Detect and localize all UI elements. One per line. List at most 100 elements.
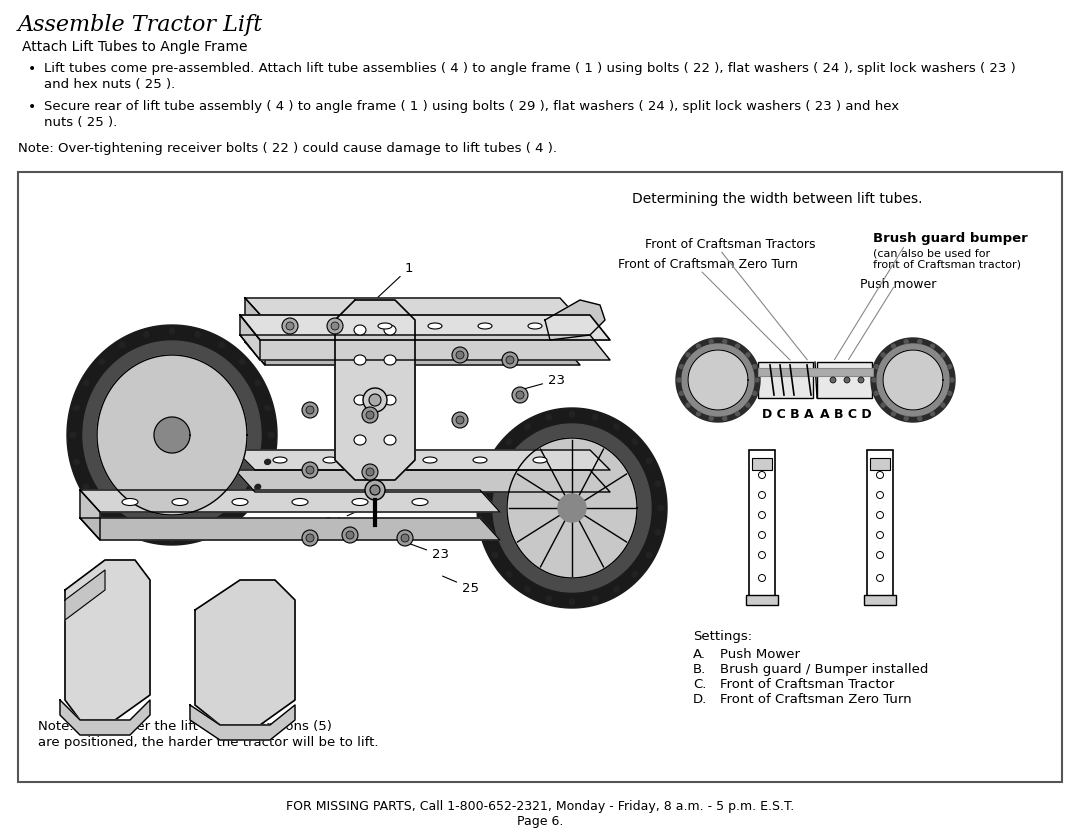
Ellipse shape <box>593 595 597 602</box>
Ellipse shape <box>265 460 271 465</box>
Ellipse shape <box>144 532 149 539</box>
Text: •: • <box>28 100 37 114</box>
Polygon shape <box>235 470 610 492</box>
Ellipse shape <box>646 459 652 464</box>
Ellipse shape <box>384 395 396 405</box>
Circle shape <box>918 339 921 344</box>
Circle shape <box>686 403 690 407</box>
Circle shape <box>507 356 514 364</box>
Circle shape <box>947 391 951 395</box>
Ellipse shape <box>569 411 575 417</box>
Text: D C B A: D C B A <box>762 408 813 421</box>
Text: Brush guard / Bumper installed: Brush guard / Bumper installed <box>720 663 929 676</box>
Circle shape <box>753 364 757 369</box>
Text: 25: 25 <box>521 336 552 359</box>
Ellipse shape <box>170 328 175 334</box>
Ellipse shape <box>83 485 90 490</box>
Ellipse shape <box>283 323 297 329</box>
Ellipse shape <box>525 586 530 592</box>
Circle shape <box>950 378 954 382</box>
Circle shape <box>877 531 883 539</box>
Circle shape <box>302 402 318 418</box>
Circle shape <box>697 344 701 349</box>
Ellipse shape <box>99 359 105 364</box>
Polygon shape <box>676 338 760 422</box>
Circle shape <box>342 527 357 543</box>
Circle shape <box>516 391 524 399</box>
Circle shape <box>456 351 464 359</box>
Circle shape <box>370 485 380 495</box>
Circle shape <box>758 471 766 479</box>
Ellipse shape <box>292 499 308 505</box>
Bar <box>864 595 896 605</box>
Circle shape <box>365 480 384 500</box>
Circle shape <box>327 318 343 334</box>
Polygon shape <box>245 298 580 320</box>
Circle shape <box>941 353 945 357</box>
Circle shape <box>758 551 766 559</box>
Circle shape <box>891 412 895 416</box>
Polygon shape <box>65 560 150 720</box>
Text: 1: 1 <box>377 262 414 298</box>
Circle shape <box>363 388 387 412</box>
Circle shape <box>512 387 528 403</box>
Ellipse shape <box>255 380 260 385</box>
Ellipse shape <box>384 435 396 445</box>
Text: D.: D. <box>693 693 707 706</box>
Text: Front of Craftsman Zero Turn: Front of Craftsman Zero Turn <box>720 693 912 706</box>
Polygon shape <box>97 355 247 515</box>
Circle shape <box>735 412 740 416</box>
Polygon shape <box>83 341 261 529</box>
Ellipse shape <box>144 332 149 338</box>
Circle shape <box>362 464 378 480</box>
Polygon shape <box>65 570 105 620</box>
Text: 24: 24 <box>325 511 357 529</box>
Ellipse shape <box>219 342 225 348</box>
Ellipse shape <box>323 457 337 463</box>
Circle shape <box>502 352 518 368</box>
Circle shape <box>877 551 883 559</box>
Ellipse shape <box>525 424 530 430</box>
Bar <box>746 595 778 605</box>
Ellipse shape <box>240 359 245 364</box>
Ellipse shape <box>219 522 225 528</box>
Ellipse shape <box>354 395 366 405</box>
Circle shape <box>877 575 883 581</box>
Text: B.: B. <box>693 663 706 676</box>
Ellipse shape <box>478 323 492 329</box>
Text: A.: A. <box>693 648 706 661</box>
Polygon shape <box>477 408 667 608</box>
Ellipse shape <box>632 571 637 577</box>
Circle shape <box>306 406 314 414</box>
Ellipse shape <box>384 325 396 335</box>
Circle shape <box>758 531 766 539</box>
Ellipse shape <box>492 552 498 558</box>
Circle shape <box>397 530 413 546</box>
Ellipse shape <box>354 435 366 445</box>
Ellipse shape <box>378 323 392 329</box>
Circle shape <box>858 377 864 383</box>
Text: Brush guard bumper: Brush guard bumper <box>873 232 1028 245</box>
Circle shape <box>401 534 409 542</box>
Ellipse shape <box>73 460 79 465</box>
Ellipse shape <box>507 571 512 577</box>
Polygon shape <box>681 344 754 416</box>
Ellipse shape <box>483 530 489 535</box>
Circle shape <box>306 534 314 542</box>
Circle shape <box>877 491 883 499</box>
Bar <box>750 450 775 605</box>
Polygon shape <box>80 518 500 540</box>
Ellipse shape <box>99 505 105 511</box>
Circle shape <box>877 471 883 479</box>
Bar <box>752 458 772 470</box>
Ellipse shape <box>507 439 512 445</box>
Ellipse shape <box>528 323 542 329</box>
Ellipse shape <box>170 536 175 542</box>
Polygon shape <box>558 494 586 522</box>
Circle shape <box>881 353 886 357</box>
Polygon shape <box>67 325 276 545</box>
Ellipse shape <box>613 586 619 592</box>
Polygon shape <box>154 417 190 453</box>
Ellipse shape <box>273 457 287 463</box>
Ellipse shape <box>172 499 188 505</box>
